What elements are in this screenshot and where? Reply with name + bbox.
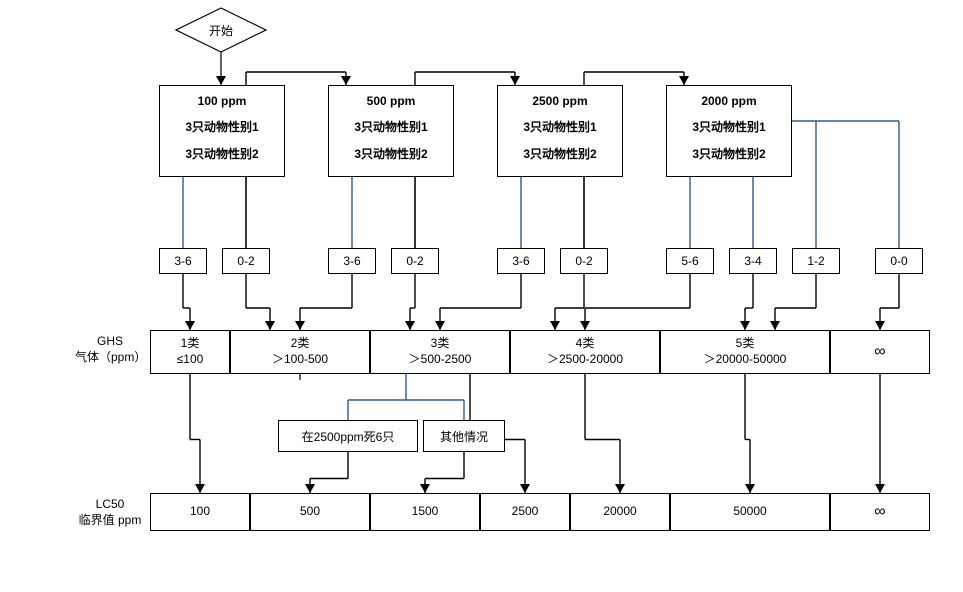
result-box: 3-6	[497, 248, 545, 274]
mid-box: 其他情况	[423, 420, 505, 452]
step-title: 2000 ppm	[673, 94, 785, 108]
mid-box: 在2500ppm死6只	[278, 420, 418, 452]
step-line2: 3只动物性别2	[335, 145, 447, 162]
step-title: 500 ppm	[335, 94, 447, 108]
ghs-label-2: 气体（ppm）	[75, 348, 145, 365]
lc50-cell: 1500	[370, 493, 480, 531]
lc50-cell: 50000	[670, 493, 830, 531]
ghs-cell: ∞	[830, 330, 930, 374]
step-line2: 3只动物性别2	[673, 145, 785, 162]
step-box-4: 2000 ppm 3只动物性别1 3只动物性别2	[666, 85, 792, 177]
step-box-2: 500 ppm 3只动物性别1 3只动物性别2	[328, 85, 454, 177]
step-line2: 3只动物性别2	[166, 145, 278, 162]
result-box: 0-2	[391, 248, 439, 274]
step-box-1: 100 ppm 3只动物性别1 3只动物性别2	[159, 85, 285, 177]
step-line1: 3只动物性别1	[504, 118, 616, 135]
lc50-cell: ∞	[830, 493, 930, 531]
ghs-label: GHS 气体（ppm）	[75, 334, 145, 365]
result-box: 1-2	[792, 248, 840, 274]
ghs-cell: 2类＞100-500	[230, 330, 370, 374]
ghs-cell: 5类＞20000-50000	[660, 330, 830, 374]
lc50-cell: 2500	[480, 493, 570, 531]
step-line1: 3只动物性别1	[673, 118, 785, 135]
ghs-label-1: GHS	[75, 334, 145, 348]
step-line1: 3只动物性别1	[166, 118, 278, 135]
ghs-cell: 4类＞2500-20000	[510, 330, 660, 374]
ghs-cell: 1类≤100	[150, 330, 230, 374]
step-line2: 3只动物性别2	[504, 145, 616, 162]
lc50-cell: 500	[250, 493, 370, 531]
step-box-3: 2500 ppm 3只动物性别1 3只动物性别2	[497, 85, 623, 177]
lc50-label-2: 临界值 ppm	[75, 511, 145, 528]
lc50-cell: 20000	[570, 493, 670, 531]
lc50-cell: 100	[150, 493, 250, 531]
result-box: 0-2	[222, 248, 270, 274]
step-title: 100 ppm	[166, 94, 278, 108]
ghs-cell: 3类＞500-2500	[370, 330, 510, 374]
result-box: 0-0	[875, 248, 923, 274]
result-box: 3-4	[729, 248, 777, 274]
result-box: 5-6	[666, 248, 714, 274]
result-box: 3-6	[159, 248, 207, 274]
lc50-label-1: LC50	[75, 497, 145, 511]
result-box: 0-2	[560, 248, 608, 274]
step-title: 2500 ppm	[504, 94, 616, 108]
result-box: 3-6	[328, 248, 376, 274]
lc50-label: LC50 临界值 ppm	[75, 497, 145, 528]
start-label: 开始	[197, 22, 245, 39]
step-line1: 3只动物性别1	[335, 118, 447, 135]
